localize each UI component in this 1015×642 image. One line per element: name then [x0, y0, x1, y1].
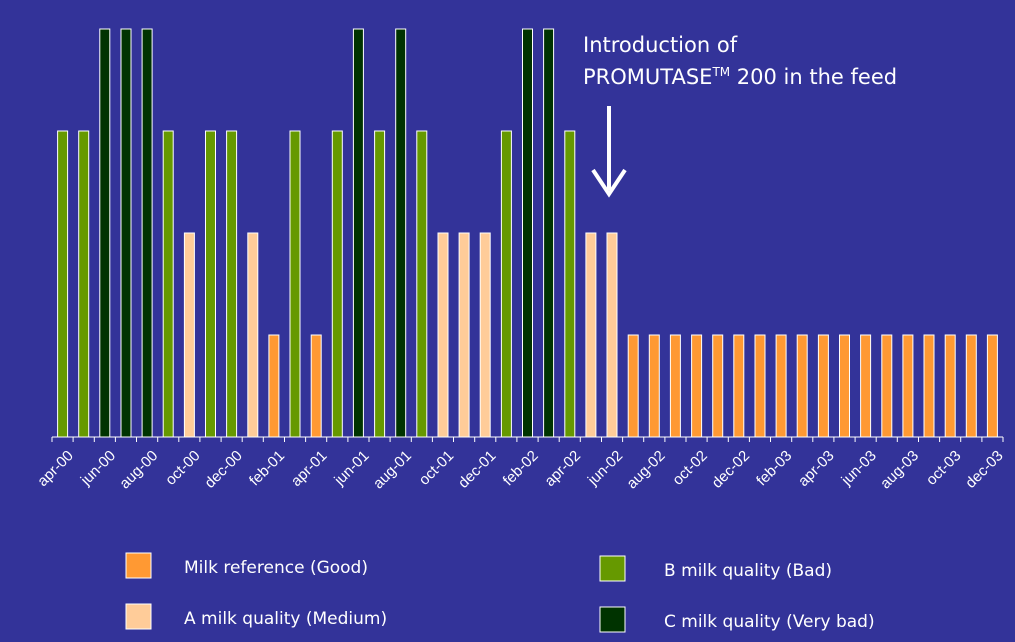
bar-jun-02	[606, 232, 618, 438]
bar-dec-00	[226, 130, 238, 438]
bar-mar-01	[289, 130, 301, 438]
x-tick-label: aug-00	[116, 447, 161, 492]
x-tick-label: oct-03	[923, 447, 965, 489]
bar-jun-00	[99, 28, 111, 438]
bar-sep-02	[669, 334, 681, 438]
bar-oct-02	[691, 334, 703, 438]
bar-feb-02	[522, 28, 533, 438]
bar-sep-00	[162, 130, 174, 438]
bar-feb-01	[268, 334, 280, 438]
bar-apr-00	[57, 130, 69, 438]
x-tick-label: feb-01	[246, 447, 288, 489]
x-tick-label: aug-03	[877, 447, 922, 492]
bar-may-00	[78, 130, 90, 438]
bar-jan-03	[754, 334, 766, 438]
x-tick-label: feb-03	[753, 447, 795, 489]
bar-feb-03	[775, 334, 787, 438]
x-tick-label: dec-03	[962, 447, 1006, 491]
annotation-arrow-head	[591, 168, 627, 198]
bar-aug-02	[648, 334, 660, 438]
legend-label-milk-reference: Milk reference (Good)	[184, 558, 368, 578]
x-tick-label: jun-00	[77, 447, 119, 489]
x-tick-label: jun-02	[584, 447, 626, 489]
bar-apr-03	[817, 334, 829, 438]
x-tick-label: oct-00	[162, 447, 204, 489]
bar-aug-01	[395, 28, 407, 438]
bar-jan-01	[247, 232, 259, 438]
x-tick-label: dec-01	[455, 447, 499, 491]
legend-swatch-c-quality	[599, 606, 626, 633]
bar-may-01	[331, 130, 343, 438]
legend-swatch-b-quality	[599, 555, 626, 582]
bar-oct-01	[437, 232, 449, 438]
bar-apr-02	[564, 130, 576, 438]
annotation-main: PROMUTASE	[583, 65, 712, 89]
bar-dec-01	[479, 232, 491, 438]
annotation-line2: PROMUTASETM 200 in the feed	[583, 65, 897, 89]
bar-mar-03	[796, 334, 808, 438]
bar-jul-01	[374, 130, 386, 438]
x-tick-label: apr-01	[288, 447, 331, 490]
legend-swatch-a-quality	[125, 603, 152, 630]
legend-swatch-milk-reference	[125, 552, 152, 579]
bar-sep-01	[416, 130, 428, 438]
bar-dec-03	[986, 334, 998, 438]
bar-nov-02	[712, 334, 724, 438]
legend: Milk reference (Good) B milk quality (Ba…	[125, 552, 875, 633]
x-tick-label: jun-03	[838, 447, 880, 489]
bar-jul-02	[627, 334, 639, 438]
x-tick-label: jun-01	[330, 447, 372, 489]
x-tick-label: apr-03	[795, 447, 838, 490]
legend-label-a-quality: A milk quality (Medium)	[184, 609, 387, 629]
bar-oct-00	[183, 232, 195, 438]
bar-aug-03	[902, 334, 914, 438]
bar-jun-01	[352, 28, 364, 438]
legend-label-c-quality: C milk quality (Very bad)	[664, 612, 875, 632]
bar-dec-02	[733, 334, 745, 438]
legend-label-b-quality: B milk quality (Bad)	[664, 561, 832, 581]
x-tick-label: feb-02	[500, 447, 542, 489]
bar-nov-01	[458, 232, 470, 438]
x-tick-label: apr-02	[541, 447, 584, 490]
annotation-rest: 200 in the feed	[730, 65, 897, 89]
x-tick-label: aug-01	[370, 447, 415, 492]
bar-nov-03	[965, 334, 977, 438]
bar-jul-03	[881, 334, 893, 438]
annotation-line1: Introduction of	[583, 33, 738, 57]
bar-oct-03	[944, 334, 956, 438]
bar-aug-00	[141, 28, 153, 438]
bar-jul-00	[120, 28, 132, 438]
bars-group	[57, 28, 998, 438]
x-tick-label: dec-02	[709, 447, 753, 491]
bar-sep-03	[923, 334, 935, 438]
bar-may-02	[585, 232, 597, 438]
bar-jan-02	[500, 130, 512, 438]
x-tick-label: oct-01	[416, 447, 458, 489]
x-tick-label: dec-00	[201, 447, 245, 491]
annotation-sup: TM	[711, 65, 730, 79]
x-tick-label: apr-00	[34, 447, 77, 490]
annotation-group: Introduction of PROMUTASETM 200 in the f…	[583, 33, 897, 198]
bar-mar-02	[543, 28, 555, 438]
bar-nov-00	[205, 130, 216, 438]
bar-apr-01	[310, 334, 322, 438]
x-tick-label: oct-02	[669, 447, 711, 489]
x-tick-label: aug-02	[623, 447, 668, 492]
bar-jun-03	[860, 334, 872, 438]
bar-may-03	[839, 334, 850, 438]
